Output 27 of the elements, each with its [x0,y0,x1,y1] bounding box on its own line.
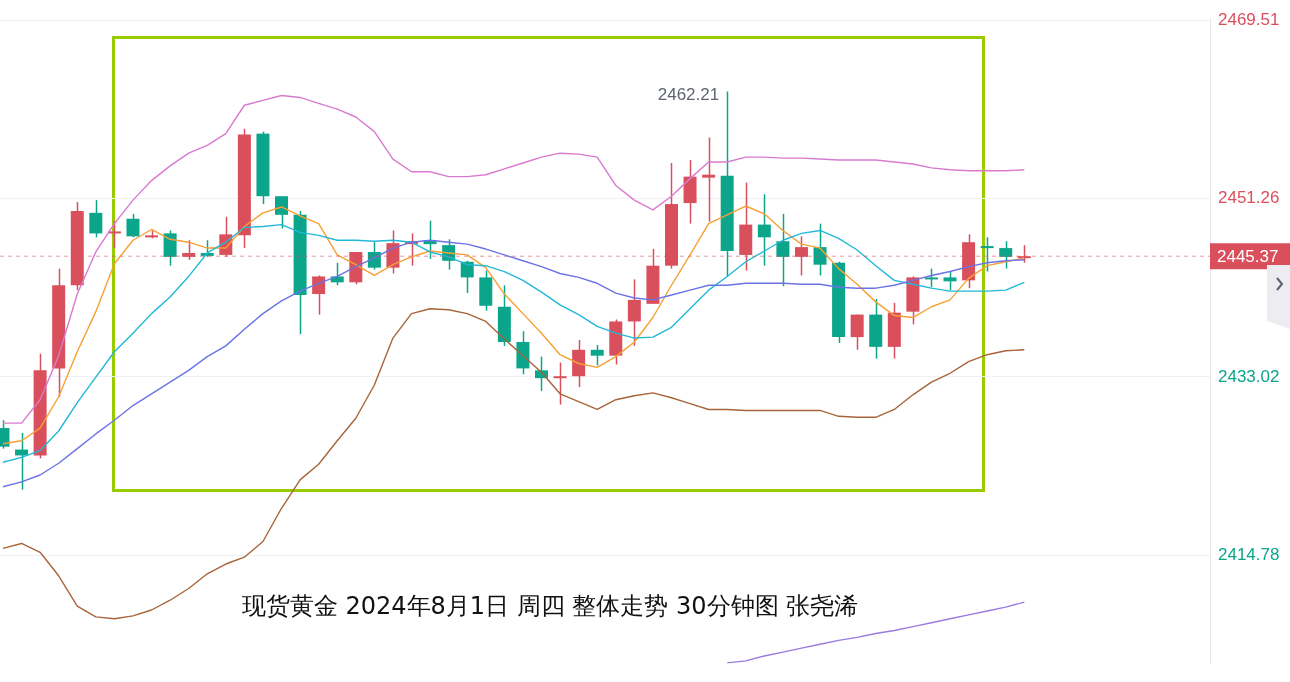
candlestick [275,195,289,230]
candlestick [757,193,771,267]
candlestick [702,136,716,223]
text: 现货黄金 2024年8月1日 周四 整体走势 30分钟图 张尧浠 [240,591,860,622]
candlestick [813,222,827,277]
candlestick [367,241,381,271]
candlestick [850,313,864,351]
candlestick [794,235,808,277]
candlestick [89,199,103,239]
candlestick [126,213,140,239]
y-tick-label: 2469.51 [1218,9,1280,29]
candlestick [553,361,567,406]
annotation: 2462.21 [657,85,720,105]
y-tick-label: 2414.78 [1218,545,1280,565]
candlestick [776,213,790,287]
candlestick [924,267,938,288]
candlestick [627,278,641,347]
candlestick [163,229,177,267]
candlestick [980,236,994,273]
candlestick [312,274,326,316]
y-tick-label: 2451.26 [1218,188,1280,208]
candlestick [590,344,604,367]
ref-line-label: 2445.37 [1217,246,1279,266]
candlestick [999,240,1013,270]
candlestick [943,270,957,291]
y-tick-label: 2433.02 [1218,366,1280,386]
candlestick [182,239,196,261]
